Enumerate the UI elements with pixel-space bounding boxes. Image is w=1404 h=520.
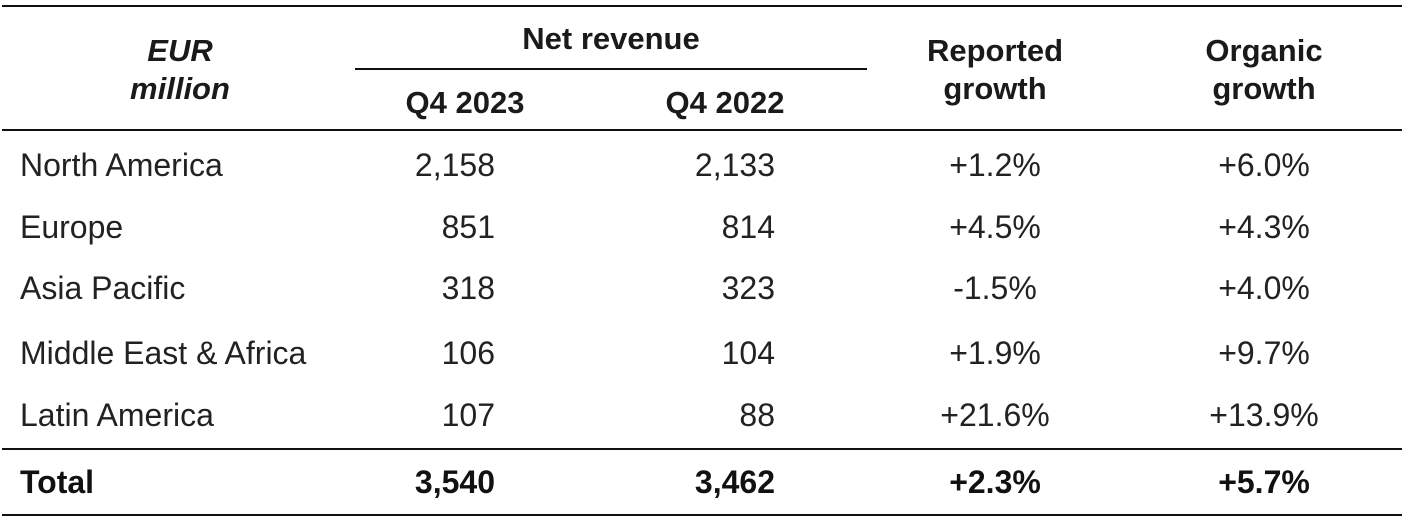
reported-growth-value: +1.9% bbox=[949, 335, 1041, 371]
organic-growth-value: +13.9% bbox=[1209, 397, 1319, 433]
header-bottom-rule bbox=[2, 129, 1402, 131]
organic-growth-value: +4.0% bbox=[1218, 270, 1310, 306]
total-label: Total bbox=[20, 464, 95, 500]
total-organic-growth-value: +5.7% bbox=[1218, 464, 1310, 500]
region-label: Europe bbox=[20, 209, 124, 245]
q4-2023-value: 851 bbox=[441, 209, 495, 245]
organic-growth-value: +9.7% bbox=[1218, 335, 1310, 371]
col-header-q4-2023: Q4 2023 bbox=[405, 85, 525, 120]
net-revenue-underline bbox=[355, 68, 867, 70]
q4-2022-value: 2,133 bbox=[694, 147, 775, 183]
table-top-rule bbox=[2, 5, 1402, 7]
region-label: Latin America bbox=[20, 397, 214, 433]
q4-2023-value: 106 bbox=[441, 335, 495, 371]
q4-2022-value: 814 bbox=[721, 209, 775, 245]
unit-header-line1: EUR bbox=[147, 33, 213, 68]
total-reported-growth-value: +2.3% bbox=[949, 464, 1041, 500]
reported-growth-value: +1.2% bbox=[949, 147, 1041, 183]
q4-2023-value: 318 bbox=[441, 270, 495, 306]
total-q4-2023-value: 3,540 bbox=[414, 464, 495, 500]
q4-2022-value: 323 bbox=[721, 270, 775, 306]
organic-growth-header-line2: growth bbox=[1212, 71, 1316, 106]
q4-2023-value: 2,158 bbox=[414, 147, 495, 183]
unit-header-line2: million bbox=[130, 71, 230, 106]
organic-growth-value: +6.0% bbox=[1218, 147, 1310, 183]
reported-growth-value: -1.5% bbox=[953, 270, 1037, 306]
q4-2022-value: 88 bbox=[739, 397, 775, 433]
reported-growth-value: +4.5% bbox=[949, 209, 1041, 245]
net-revenue-group-header: Net revenue bbox=[522, 21, 700, 56]
organic-growth-value: +4.3% bbox=[1218, 209, 1310, 245]
table-bottom-rule bbox=[2, 514, 1402, 516]
q4-2022-value: 104 bbox=[721, 335, 775, 371]
region-label: North America bbox=[20, 147, 223, 183]
region-label: Middle East & Africa bbox=[20, 335, 307, 371]
reported-growth-header-line2: growth bbox=[943, 71, 1047, 106]
reported-growth-value: +21.6% bbox=[940, 397, 1050, 433]
reported-growth-header-line1: Reported bbox=[926, 33, 1064, 68]
organic-growth-header-line1: Organic bbox=[1205, 33, 1323, 68]
total-top-rule bbox=[2, 448, 1402, 450]
region-label: Asia Pacific bbox=[20, 270, 186, 306]
q4-2023-value: 107 bbox=[441, 397, 495, 433]
col-header-q4-2022: Q4 2022 bbox=[665, 85, 785, 120]
total-q4-2022-value: 3,462 bbox=[694, 464, 775, 500]
